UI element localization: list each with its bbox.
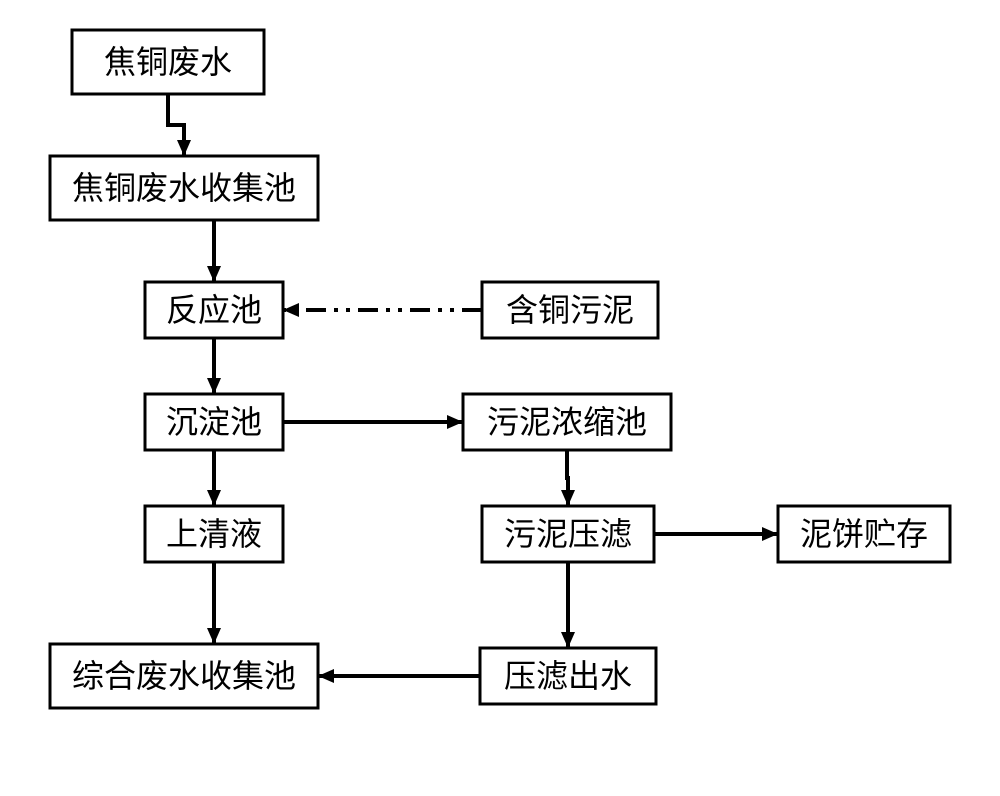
flowchart-node-n3: 反应池 — [145, 282, 283, 338]
flowchart-node-n5: 沉淀池 — [145, 394, 283, 450]
flowchart-node-label-n7: 上清液 — [166, 516, 262, 552]
flowchart-node-label-n9: 泥饼贮存 — [800, 516, 928, 552]
flowchart-node-n1: 焦铜废水 — [72, 30, 264, 94]
flowchart-node-n7: 上清液 — [145, 506, 283, 562]
flowchart-node-n8: 污泥压滤 — [482, 506, 654, 562]
flowchart-node-n11: 压滤出水 — [480, 648, 656, 704]
flowchart: 焦铜废水焦铜废水收集池反应池 含铜污泥沉淀池 污泥浓缩池上清液 污泥压滤 泥饼贮存综合废… — [0, 0, 1000, 796]
flowchart-node-n4: 含铜污泥 — [482, 282, 658, 338]
flowchart-node-n9: 泥饼贮存 — [778, 506, 950, 562]
flowchart-node-label-n6: 污泥浓缩池 — [487, 404, 647, 440]
flowchart-node-n6: 污泥浓缩池 — [463, 394, 671, 450]
flowchart-node-label-n11: 压滤出水 — [504, 658, 632, 694]
edge-n1-n2 — [168, 94, 184, 156]
flowchart-node-label-n5: 沉淀池 — [166, 404, 262, 440]
flowchart-node-label-n3: 反应池 — [166, 292, 262, 328]
flowchart-node-n2: 焦铜废水收集池 — [50, 156, 318, 220]
flowchart-node-label-n2: 焦铜废水收集池 — [72, 170, 296, 206]
flowchart-node-n10: 综合废水收集池 — [50, 644, 318, 708]
edge-n6-n8 — [567, 450, 568, 506]
flowchart-node-label-n10: 综合废水收集池 — [72, 658, 296, 694]
flowchart-node-label-n1: 焦铜废水 — [104, 44, 232, 80]
flowchart-node-label-n4: 含铜污泥 — [506, 292, 634, 328]
flowchart-node-label-n8: 污泥压滤 — [504, 516, 632, 552]
